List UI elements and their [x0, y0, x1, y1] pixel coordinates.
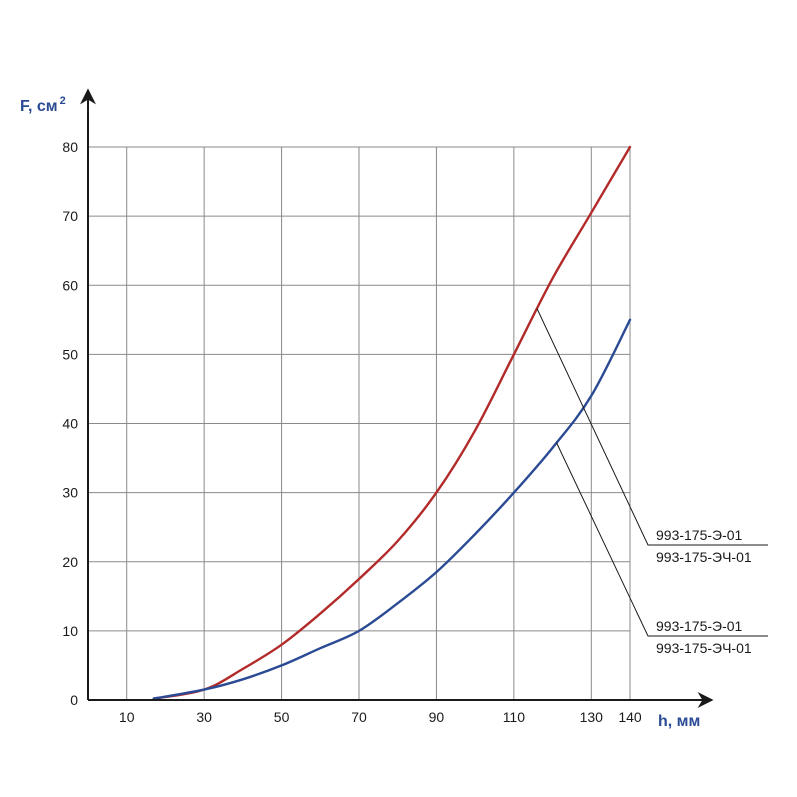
y-tick-label: 70 [62, 208, 78, 224]
series-line-1 [152, 145, 632, 700]
callout-label-2-line-2: 993-175-ЭЧ-01 [656, 640, 752, 656]
callout-label-1-line-2: 993-175-ЭЧ-01 [656, 549, 752, 565]
x-tick-label: 130 [580, 709, 604, 725]
y-tick-label: 80 [62, 139, 78, 155]
callout-layer: 993-175-Э-01 993-175-ЭЧ-01 993-175-Э-01 993… [536, 308, 768, 656]
y-axis-title: F, см 2 [20, 95, 66, 115]
x-tick-label: 90 [429, 709, 445, 725]
y-tick-label: 60 [62, 277, 78, 293]
series-line-2 [152, 318, 632, 700]
x-tick-label: 50 [274, 709, 290, 725]
callout-label-2-line-1: 993-175-Э-01 [656, 618, 743, 634]
tick-labels: 0 10 20 30 40 50 60 70 80 10 30 50 70 90 110 130 140 [62, 139, 641, 725]
x-tick-label: 10 [119, 709, 135, 725]
y-tick-label: 50 [62, 346, 78, 362]
callout-leader-1 [536, 308, 768, 546]
y-tick-label: 10 [62, 623, 78, 639]
y-tick-label: 30 [62, 485, 78, 501]
x-tick-label: 70 [351, 709, 367, 725]
series-layer [152, 145, 632, 700]
x-tick-label: 30 [196, 709, 212, 725]
grid [88, 146, 631, 700]
y-axis-title-text: F, см [20, 98, 58, 115]
x-tick-label: 140 [618, 709, 642, 725]
y-tick-label: 0 [70, 692, 78, 708]
y-tick-label: 20 [62, 554, 78, 570]
x-tick-label: 110 [503, 709, 526, 725]
callout-label-1-line-1: 993-175-Э-01 [656, 527, 743, 543]
callout-leader-2 [555, 442, 768, 637]
y-axis-title-superscript: 2 [60, 95, 66, 107]
y-tick-label: 40 [62, 416, 78, 432]
x-axis-title: h, мм [658, 713, 700, 730]
